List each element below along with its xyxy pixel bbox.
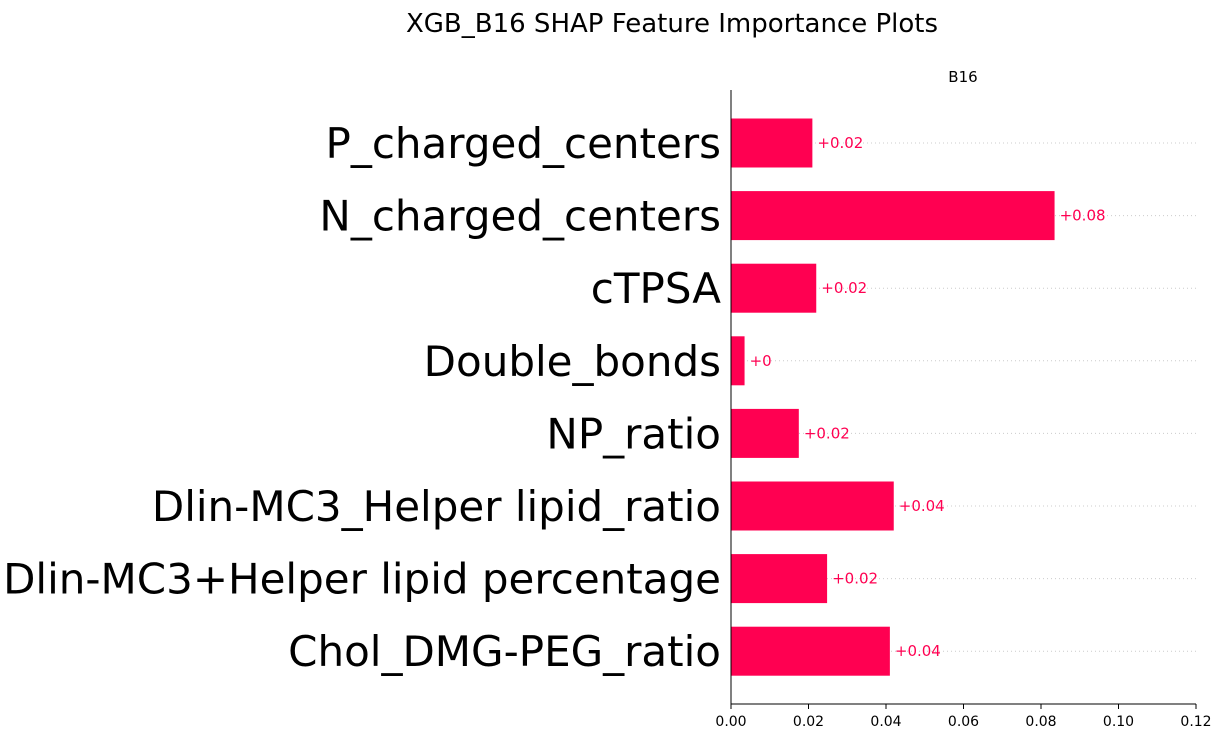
- feature-label: Dlin-MC3_Helper lipid_ratio: [152, 482, 721, 531]
- feature-label: NP_ratio: [546, 409, 721, 458]
- bar: [731, 336, 745, 386]
- x-tick-label: 0.12: [1180, 714, 1211, 730]
- bar: [731, 408, 799, 458]
- chart-title: XGB_B16 SHAP Feature Importance Plots: [406, 9, 938, 39]
- x-tick-label: 0.00: [715, 714, 746, 730]
- bar: [731, 481, 894, 531]
- value-labels-group: +0.02 +0.08 +0.02 +0 +0.02 +0.04 +0.02 +0.04: [750, 134, 1106, 660]
- x-axis-ticks: 0.00 0.02 0.04 0.06 0.08 0.10 0.12: [715, 704, 1212, 730]
- bar: [731, 118, 813, 168]
- value-label: +0.04: [895, 642, 941, 660]
- bar: [731, 554, 828, 604]
- bar: [731, 191, 1055, 241]
- feature-label: N_charged_centers: [319, 192, 721, 241]
- chart-subtitle: B16: [948, 68, 977, 86]
- bars-group: [731, 118, 1055, 676]
- feature-label: Dlin-MC3+Helper lipid percentage: [3, 555, 721, 604]
- feature-label: P_charged_centers: [326, 119, 721, 168]
- bar: [731, 626, 890, 676]
- value-label: +0: [750, 352, 772, 370]
- value-label: +0.08: [1060, 207, 1106, 225]
- feature-label: cTPSA: [591, 264, 722, 313]
- x-tick-label: 0.04: [870, 714, 901, 730]
- x-tick-label: 0.02: [793, 714, 824, 730]
- value-label: +0.02: [804, 424, 850, 442]
- value-label: +0.04: [899, 497, 945, 515]
- bar: [731, 263, 817, 313]
- value-label: +0.02: [817, 134, 863, 152]
- feature-labels-group: P_charged_centers N_charged_centers cTPSA D…: [3, 119, 721, 676]
- value-label: +0.02: [832, 570, 878, 588]
- x-tick-label: 0.06: [948, 714, 979, 730]
- feature-label: Chol_DMG-PEG_ratio: [288, 627, 721, 676]
- x-tick-label: 0.10: [1103, 714, 1134, 730]
- value-label: +0.02: [821, 279, 867, 297]
- x-tick-label: 0.08: [1025, 714, 1056, 730]
- feature-label: Double_bonds: [424, 337, 721, 386]
